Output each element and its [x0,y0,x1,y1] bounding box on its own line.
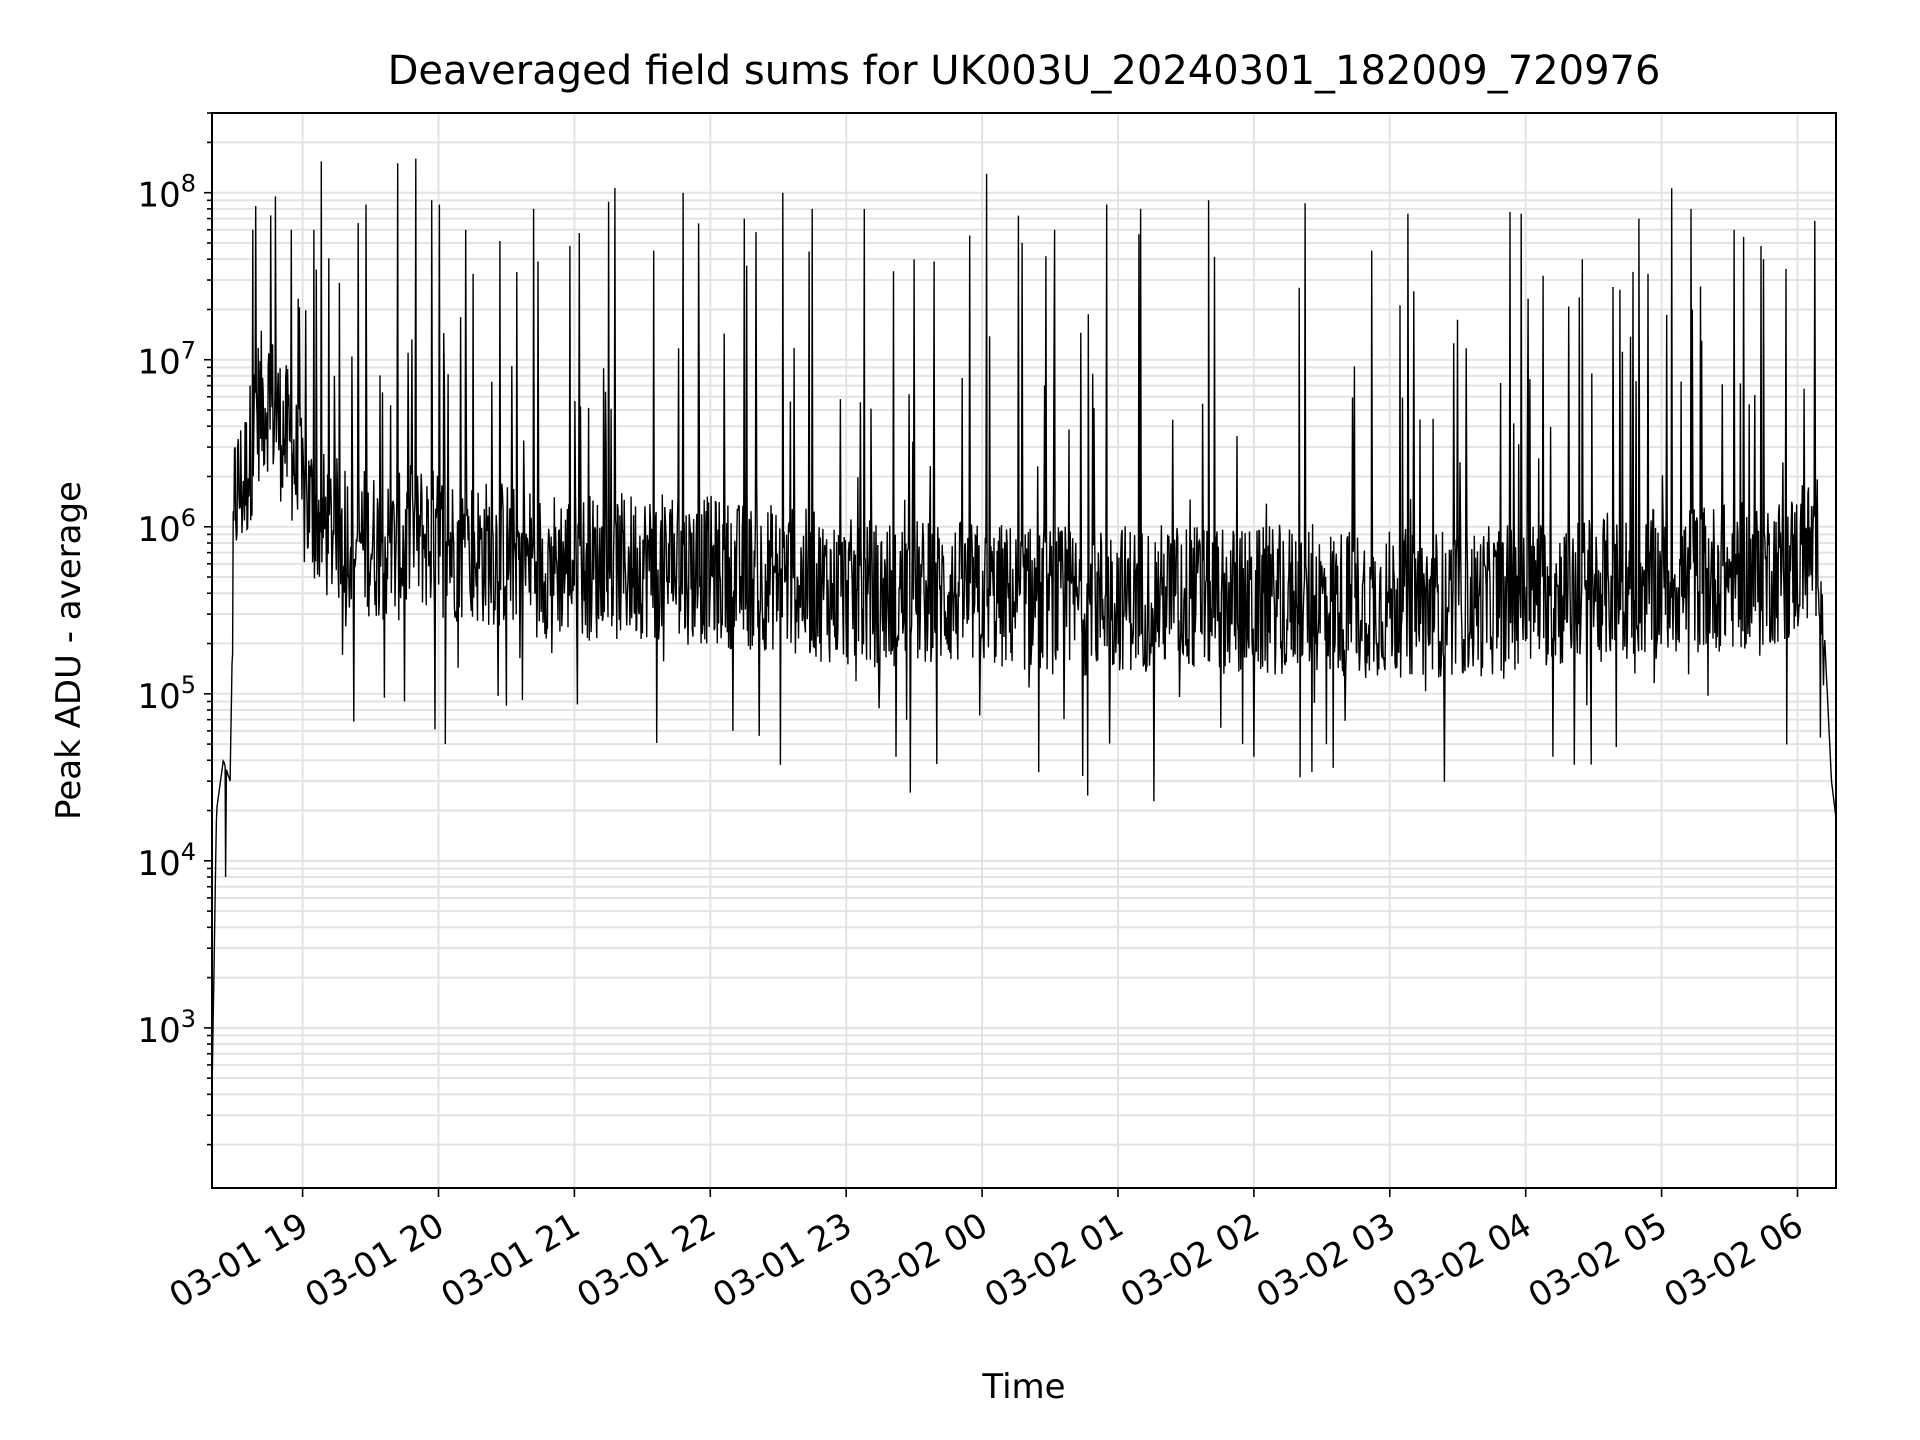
y-tick-label: 103 [137,1005,196,1051]
data-series [211,158,1837,1095]
series-line [211,158,1837,1095]
chart-title: Deaveraged field sums for UK003U_2024030… [388,48,1661,94]
y-tick-label: 108 [137,170,196,216]
plot-frame [211,112,1837,1189]
x-axis-label: Time [981,1367,1065,1407]
y-tick-label: 105 [137,671,196,717]
y-axis-label: Peak ADU - average [49,481,89,820]
y-tick-label: 106 [137,504,196,550]
grid-lines [212,112,1836,1188]
y-tick-label: 107 [137,337,196,383]
y-tick-label: 104 [137,838,196,884]
